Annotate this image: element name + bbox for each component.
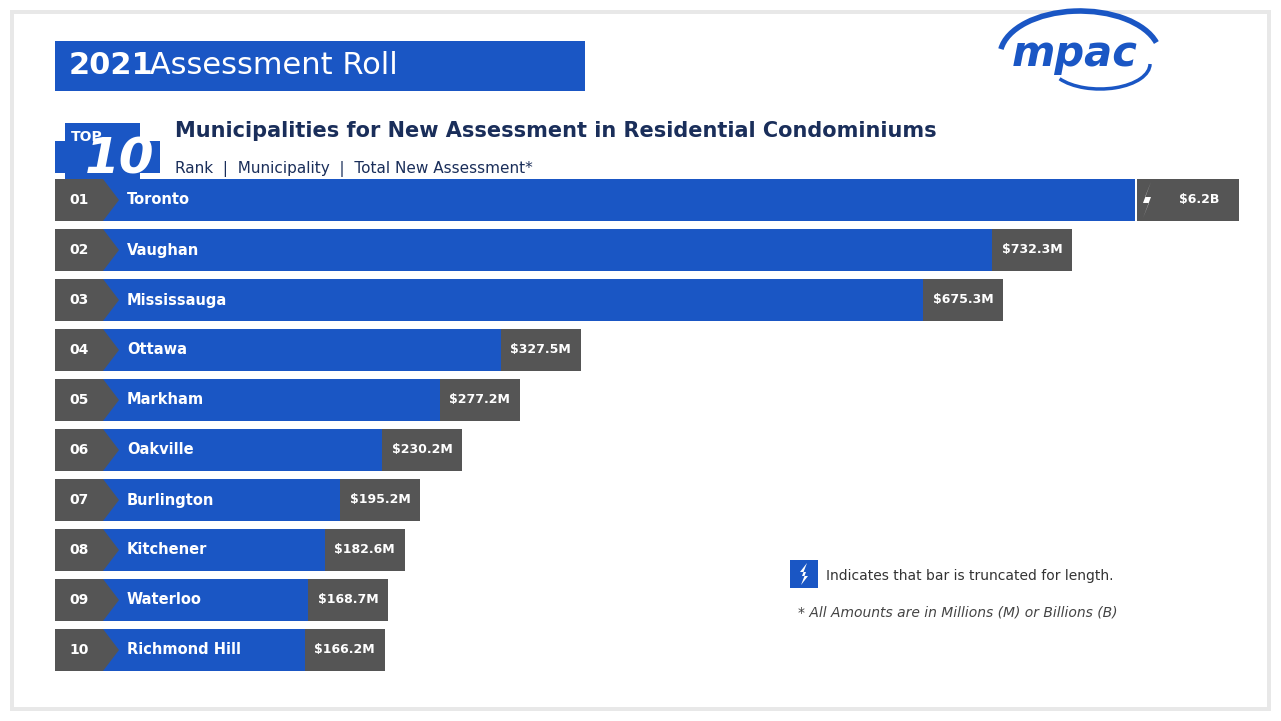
Text: $327.5M: $327.5M	[510, 343, 571, 356]
Bar	[55, 479, 102, 521]
Text: Markham: Markham	[127, 392, 204, 407]
Text: 02: 02	[69, 243, 88, 257]
Text: $277.2M: $277.2M	[450, 394, 510, 407]
Bar	[55, 629, 102, 671]
Text: Oakville: Oakville	[127, 443, 193, 458]
Bar	[55, 329, 102, 371]
Polygon shape	[1143, 182, 1152, 218]
Polygon shape	[102, 579, 119, 621]
Polygon shape	[102, 279, 119, 321]
Text: $675.3M: $675.3M	[933, 293, 993, 306]
Text: $732.3M: $732.3M	[1002, 244, 1062, 257]
Text: 08: 08	[69, 543, 88, 557]
Bar	[55, 229, 102, 271]
Polygon shape	[102, 329, 119, 371]
Bar	[102, 429, 383, 471]
Text: Vaughan: Vaughan	[127, 242, 200, 257]
Polygon shape	[102, 429, 119, 471]
Bar	[102, 579, 307, 621]
Bar	[324, 529, 405, 571]
Text: $182.6M: $182.6M	[334, 544, 395, 557]
Bar	[55, 379, 102, 421]
Text: TOP: TOP	[70, 130, 102, 144]
Bar	[305, 629, 384, 671]
Bar	[383, 429, 462, 471]
Bar	[1159, 179, 1239, 221]
Text: 06: 06	[69, 443, 88, 457]
Bar	[55, 41, 585, 91]
Bar	[102, 529, 324, 571]
Text: * All Amounts are in Millions (M) or Billions (B): * All Amounts are in Millions (M) or Bil…	[798, 606, 1117, 620]
Text: 2021: 2021	[69, 51, 154, 81]
Text: Burlington: Burlington	[127, 492, 214, 508]
Bar	[102, 279, 922, 321]
Polygon shape	[102, 529, 119, 571]
Text: $195.2M: $195.2M	[350, 493, 410, 506]
Bar	[55, 141, 160, 173]
Bar	[1138, 179, 1159, 221]
Text: $6.2B: $6.2B	[1179, 193, 1220, 206]
Bar	[922, 279, 1003, 321]
Polygon shape	[102, 479, 119, 521]
Bar	[55, 579, 102, 621]
Bar	[991, 229, 1072, 271]
Polygon shape	[102, 379, 119, 421]
Text: 10: 10	[86, 135, 155, 183]
Bar	[55, 279, 102, 321]
Text: Richmond Hill: Richmond Hill	[127, 642, 241, 658]
Text: $168.7M: $168.7M	[318, 593, 378, 606]
Bar	[55, 179, 102, 221]
Bar	[102, 329, 501, 371]
Text: Rank  |  Municipality  |  Total New Assessment*: Rank | Municipality | Total New Assessme…	[175, 161, 533, 177]
Text: 05: 05	[69, 393, 88, 407]
Text: Indicates that bar is truncated for length.: Indicates that bar is truncated for leng…	[826, 569, 1113, 583]
Text: 09: 09	[69, 593, 88, 607]
Bar	[790, 560, 819, 588]
Bar	[102, 379, 439, 421]
Text: Mississauga: Mississauga	[127, 293, 227, 307]
Text: Toronto: Toronto	[127, 193, 190, 208]
Text: Ottawa: Ottawa	[127, 342, 187, 358]
Bar	[339, 479, 420, 521]
Polygon shape	[102, 229, 119, 271]
Bar	[55, 429, 102, 471]
Bar	[102, 229, 991, 271]
Text: 01: 01	[69, 193, 88, 207]
Text: $166.2M: $166.2M	[314, 644, 375, 657]
Bar	[102, 629, 305, 671]
Bar	[439, 379, 520, 421]
Bar	[55, 529, 102, 571]
Polygon shape	[801, 563, 808, 585]
Bar	[307, 579, 388, 621]
Bar	[65, 123, 140, 191]
Text: mpac: mpac	[1012, 33, 1138, 75]
Bar	[102, 479, 339, 521]
Bar	[501, 329, 580, 371]
Polygon shape	[102, 629, 119, 671]
Text: Kitchener: Kitchener	[127, 542, 208, 557]
Text: 03: 03	[69, 293, 88, 307]
Text: $230.2M: $230.2M	[392, 443, 453, 456]
Text: 07: 07	[69, 493, 88, 507]
Text: Waterloo: Waterloo	[127, 593, 202, 608]
Polygon shape	[102, 179, 119, 221]
Text: 04: 04	[69, 343, 88, 357]
Text: Municipalities for New Assessment in Residential Condominiums: Municipalities for New Assessment in Res…	[175, 121, 936, 141]
Text: Assessment Roll: Assessment Roll	[140, 51, 397, 81]
Text: 10: 10	[69, 643, 88, 657]
Bar	[102, 179, 1135, 221]
